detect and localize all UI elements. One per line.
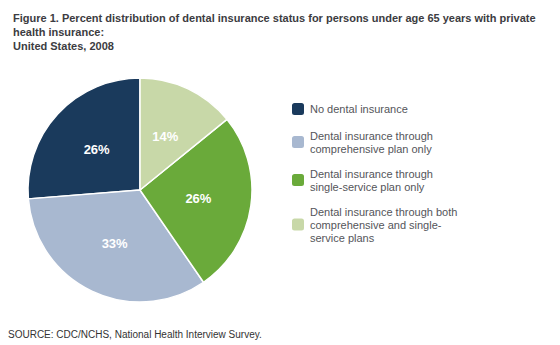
- svg-text:comprehensive plan only: comprehensive plan only: [310, 143, 432, 155]
- svg-text:SOURCE: CDC/NCHS, National Hea: SOURCE: CDC/NCHS, National Health Interv…: [8, 329, 262, 340]
- svg-text:Dental insurance through both: Dental insurance through both: [310, 206, 457, 218]
- svg-text:single-service plan only: single-service plan only: [310, 181, 425, 193]
- svg-text:26%: 26%: [84, 142, 110, 157]
- svg-text:14%: 14%: [152, 129, 178, 144]
- svg-text:service plans: service plans: [310, 232, 375, 244]
- svg-text:26%: 26%: [185, 191, 211, 206]
- svg-text:No dental insurance: No dental insurance: [310, 103, 408, 115]
- svg-text:Figure 1. Percent distribution: Figure 1. Percent distribution of dental…: [13, 12, 539, 24]
- svg-text:Dental insurance through: Dental insurance through: [310, 130, 433, 142]
- svg-text:33%: 33%: [102, 236, 128, 251]
- svg-text:Dental insurance through: Dental insurance through: [310, 168, 433, 180]
- svg-text:health insurance:: health insurance:: [13, 26, 104, 38]
- svg-text:United States, 2008: United States, 2008: [13, 40, 114, 52]
- svg-text:comprehensive and single-: comprehensive and single-: [310, 219, 442, 231]
